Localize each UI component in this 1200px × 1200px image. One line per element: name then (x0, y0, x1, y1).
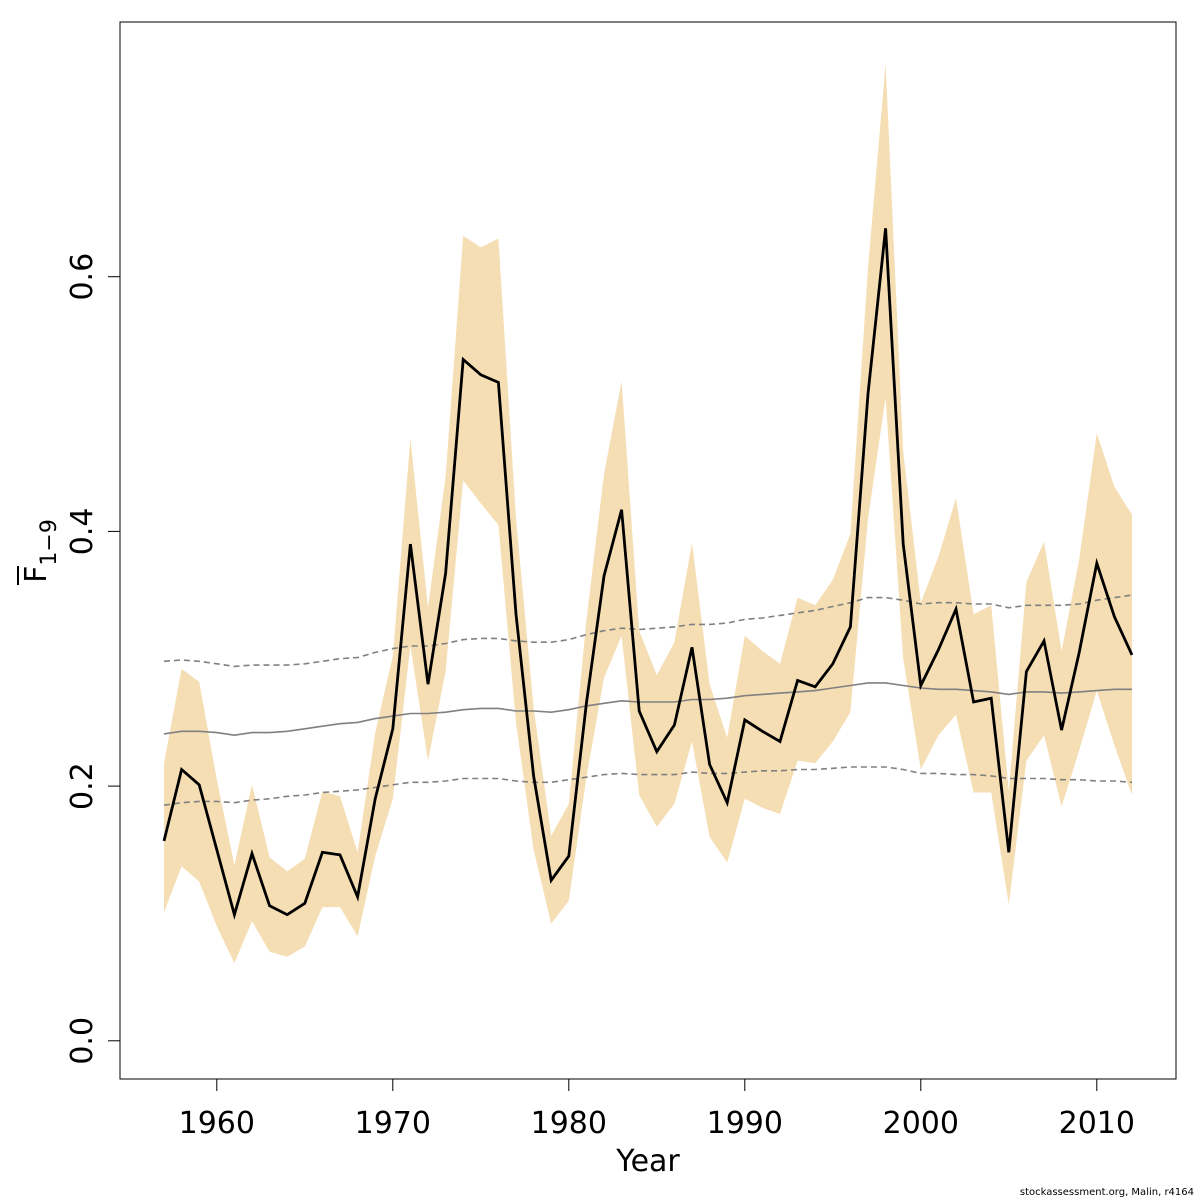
x-tick-label: 2010 (1059, 1106, 1135, 1141)
credit-text: stockassessment.org, Malin, r4164 (1019, 1187, 1194, 1198)
x-tick-label: 1960 (179, 1106, 255, 1141)
y-tick-label: 0.0 (65, 1017, 100, 1065)
svg-text:F1−9: F1−9 (19, 519, 62, 583)
x-tick-label: 1980 (531, 1106, 607, 1141)
y-tick-label-group: 0.6 (65, 253, 100, 301)
x-tick-label: 1970 (355, 1106, 431, 1141)
x-axis: 1960 1970 1980 1990 2000 2010 (179, 1078, 1135, 1141)
estimate-line (162, 228, 1134, 920)
x-tick-label: 2000 (883, 1106, 959, 1141)
y-axis: 0.0 0.2 0.4 0.6 (65, 253, 121, 1065)
confidence-band-layer (164, 64, 1132, 964)
x-axis-title: Year (615, 1144, 680, 1179)
y-axis-title-main: F (19, 566, 54, 583)
y-tick-label: 0.6 (65, 253, 100, 301)
estimate-line-layer (162, 228, 1134, 920)
x-tick-label: 1990 (707, 1106, 783, 1141)
y-axis-title: F1−9 (17, 519, 62, 585)
y-axis-title-subscript: 1−9 (37, 519, 62, 565)
confidence-band (164, 64, 1132, 964)
reference-upper-line (163, 594, 1133, 668)
y-tick-label-group: 0.2 (65, 762, 100, 810)
reference-lower-line (163, 766, 1133, 806)
y-tick-label: 0.2 (65, 762, 100, 810)
y-tick-label-group: 0.4 (65, 508, 100, 556)
y-tick-label: 0.4 (65, 508, 100, 556)
y-tick-label-group: 0.0 (65, 1017, 100, 1065)
